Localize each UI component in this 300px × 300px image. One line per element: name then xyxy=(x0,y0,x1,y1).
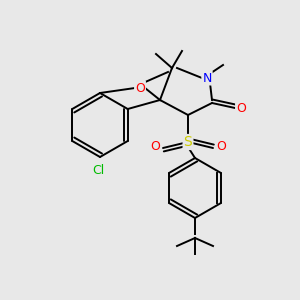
Text: N: N xyxy=(202,71,212,85)
Text: O: O xyxy=(216,140,226,154)
Text: O: O xyxy=(236,101,246,115)
Text: O: O xyxy=(135,82,145,94)
Text: O: O xyxy=(150,140,160,154)
Text: Cl: Cl xyxy=(92,164,104,176)
Text: S: S xyxy=(184,135,192,149)
